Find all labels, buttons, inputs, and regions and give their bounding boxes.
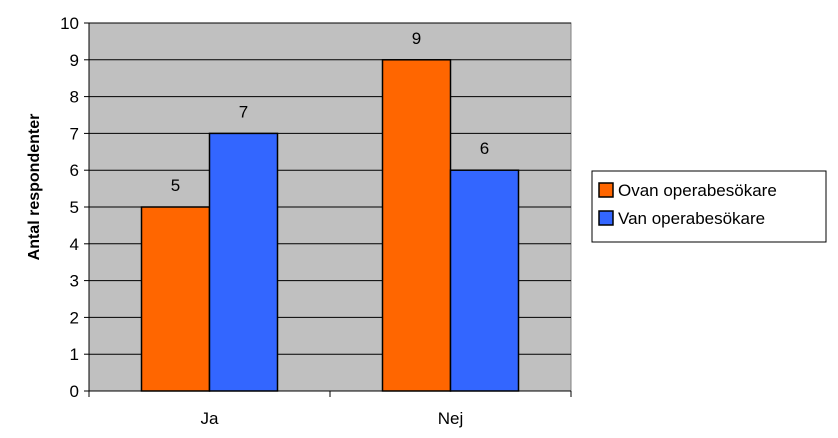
bar-ja-series-1: [140, 206, 211, 392]
data-label: 6: [480, 139, 489, 158]
y-tick-label: 6: [70, 161, 79, 180]
bar-nej-series-1: [381, 59, 452, 392]
legend: Ovan operabesökare Van operabesökare: [591, 170, 827, 243]
data-label: 5: [171, 176, 180, 195]
y-tick-label: 2: [70, 308, 79, 327]
legend-swatch: [598, 210, 614, 226]
legend-box: [591, 170, 827, 243]
data-label: 9: [412, 29, 421, 48]
x-tick-label: Ja: [201, 409, 220, 428]
y-tick-label: 5: [70, 198, 79, 217]
y-tick-label: 1: [70, 345, 79, 364]
y-tick-label: 8: [70, 88, 79, 107]
legend-swatch: [598, 182, 614, 198]
data-labels: 5 7 9 6: [171, 29, 489, 195]
bar-ja-series-2: [208, 132, 279, 392]
x-axis-ticks: Ja Nej: [88, 391, 572, 428]
bar-nej-series-2: [449, 169, 520, 392]
y-tick-label: 10: [60, 14, 79, 33]
legend-label: Van operabesökare: [618, 209, 765, 228]
y-tick-label: 4: [70, 235, 79, 254]
y-tick-label: 7: [70, 124, 79, 143]
y-tick-label: 3: [70, 272, 79, 291]
x-tick-label: Nej: [438, 409, 464, 428]
y-tick-label: 9: [70, 51, 79, 70]
legend-label: Ovan operabesökare: [618, 181, 777, 200]
data-label: 7: [239, 102, 248, 121]
y-tick-label: 0: [70, 382, 79, 401]
y-axis-title: Antal respondenter: [26, 114, 43, 261]
